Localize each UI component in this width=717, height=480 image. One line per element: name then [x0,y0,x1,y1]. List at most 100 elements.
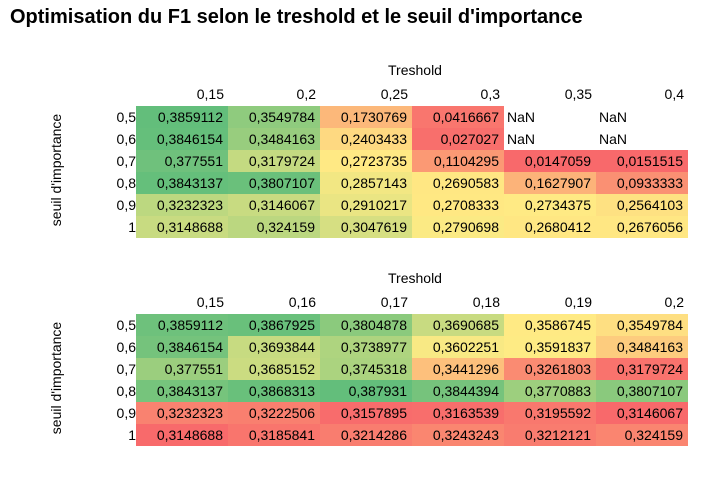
heatmap-cell: 0,3846154 [136,128,228,150]
heatmap-cell: 0,3859112 [136,106,228,128]
heatmap-cell: NaN [599,131,628,147]
heatmap-cell: 0,3484163 [228,128,320,150]
heatmap-cell: 0,3770883 [504,380,596,402]
heatmap-cell: 0,3843137 [136,380,228,402]
heatmap-cell: 0,0147059 [504,150,596,172]
heatmap-cell: 0,377551 [136,358,228,380]
heatmap-cell: 0,2680412 [504,216,596,238]
heatmap-table-1: Treshold seuil d'importance 0,15 0,2 0,25 0… [0,58,717,248]
heatmap-cell: NaN [507,131,536,147]
heatmap-cell: 0,0151515 [596,150,688,172]
column-header: 0,2 [664,294,684,310]
heatmap-cell: 0,3148688 [136,424,228,446]
row-header: 0,6 [116,339,136,355]
heatmap-cell: 0,3157895 [320,402,412,424]
heatmap-cell: 0,3146067 [596,402,688,424]
column-header: 0,16 [288,294,316,310]
heatmap-cell: 0,3549784 [596,314,688,336]
heatmap-cell: 0,377551 [136,150,228,172]
chart-title: Optimisation du F1 selon le treshold et … [10,6,583,28]
heatmap-cell: 0,2857143 [320,172,412,194]
heatmap-cell: 0,3549784 [228,106,320,128]
heatmap-cell: 0,3690685 [412,314,504,336]
column-header: 0,3 [480,86,500,102]
heatmap-cell: 0,2910217 [320,194,412,216]
row-header: 1 [128,219,136,235]
heatmap-cell: 0,3807107 [596,380,688,402]
heatmap-cell: 0,3804878 [320,314,412,336]
column-header: 0,19 [564,294,592,310]
heatmap-cell: 0,387931 [320,380,412,402]
row-header: 0,9 [116,197,136,213]
row-header: 0,7 [116,361,136,377]
heatmap-cell: 0,3867925 [228,314,320,336]
heatmap-cell: 0,2790698 [412,216,504,238]
heatmap-cell: 0,3243243 [412,424,504,446]
heatmap-cell: 0,3846154 [136,336,228,358]
heatmap-cell: 0,3212121 [504,424,596,446]
heatmap-cell: 0,3738977 [320,336,412,358]
x-axis-title: Treshold [388,270,442,286]
heatmap-cell: 0,2723735 [320,150,412,172]
heatmap-cell: 0,3222506 [228,402,320,424]
heatmap-cell: 0,3261803 [504,358,596,380]
heatmap-cell: 0,3148688 [136,216,228,238]
heatmap-cell: 0,3745318 [320,358,412,380]
heatmap-cell: 0,1627907 [504,172,596,194]
heatmap-table-2: Treshold seuil d'importance 0,15 0,16 0,17… [0,266,717,456]
heatmap-cell: 0,3844394 [412,380,504,402]
column-header: 0,35 [564,86,592,102]
heatmap-cell: 0,2403433 [320,128,412,150]
heatmap-cell: 0,2564103 [596,194,688,216]
heatmap-cell: NaN [599,109,628,125]
column-header: 0,18 [472,294,500,310]
heatmap-cell: 0,3586745 [504,314,596,336]
column-header: 0,15 [196,294,224,310]
heatmap-cell: 0,3214286 [320,424,412,446]
column-header: 0,25 [380,86,408,102]
heatmap-cell: 0,3179724 [228,150,320,172]
heatmap-cell: 0,3843137 [136,172,228,194]
row-header: 0,8 [116,383,136,399]
row-header: 0,5 [116,317,136,333]
heatmap-cell: 0,3859112 [136,314,228,336]
heatmap-cell: 0,3232323 [136,194,228,216]
heatmap-cell: 0,3685152 [228,358,320,380]
column-header: 0,2 [296,86,316,102]
column-header: 0,15 [196,86,224,102]
heatmap-cell: 0,3441296 [412,358,504,380]
heatmap-cell: 0,3146067 [228,194,320,216]
heatmap-cell: 0,3185841 [228,424,320,446]
heatmap-cell: 0,2734375 [504,194,596,216]
heatmap-cell: 0,0933333 [596,172,688,194]
heatmap-cell: 0,2690583 [412,172,504,194]
row-header: 1 [128,427,136,443]
row-header: 0,5 [116,109,136,125]
heatmap-cell: 0,3591837 [504,336,596,358]
x-axis-title: Treshold [388,62,442,78]
heatmap-cell: 0,3047619 [320,216,412,238]
column-header: 0,17 [380,294,408,310]
heatmap-cell: 0,3195592 [504,402,596,424]
heatmap-cell: 0,0416667 [412,106,504,128]
heatmap-cell: 0,3807107 [228,172,320,194]
row-header: 0,6 [116,131,136,147]
row-header: 0,9 [116,405,136,421]
row-header: 0,8 [116,175,136,191]
column-header: 0,4 [664,86,684,102]
row-header: 0,7 [116,153,136,169]
y-axis-title: seuil d'importance [48,113,64,227]
heatmap-cell: 0,3868313 [228,380,320,402]
heatmap-cell: 0,3232323 [136,402,228,424]
heatmap-cell: 0,1104295 [412,150,504,172]
heatmap-cell: 0,3163539 [412,402,504,424]
heatmap-cell: 0,3693844 [228,336,320,358]
heatmap-cell: 0,3484163 [596,336,688,358]
heatmap-cell: 0,2676056 [596,216,688,238]
heatmap-cell: NaN [507,109,536,125]
heatmap-cell: 0,3179724 [596,358,688,380]
heatmap-cell: 0,1730769 [320,106,412,128]
y-axis-title: seuil d'importance [48,321,64,435]
heatmap-cell: 0,324159 [228,216,320,238]
heatmap-cell: 0,2708333 [412,194,504,216]
